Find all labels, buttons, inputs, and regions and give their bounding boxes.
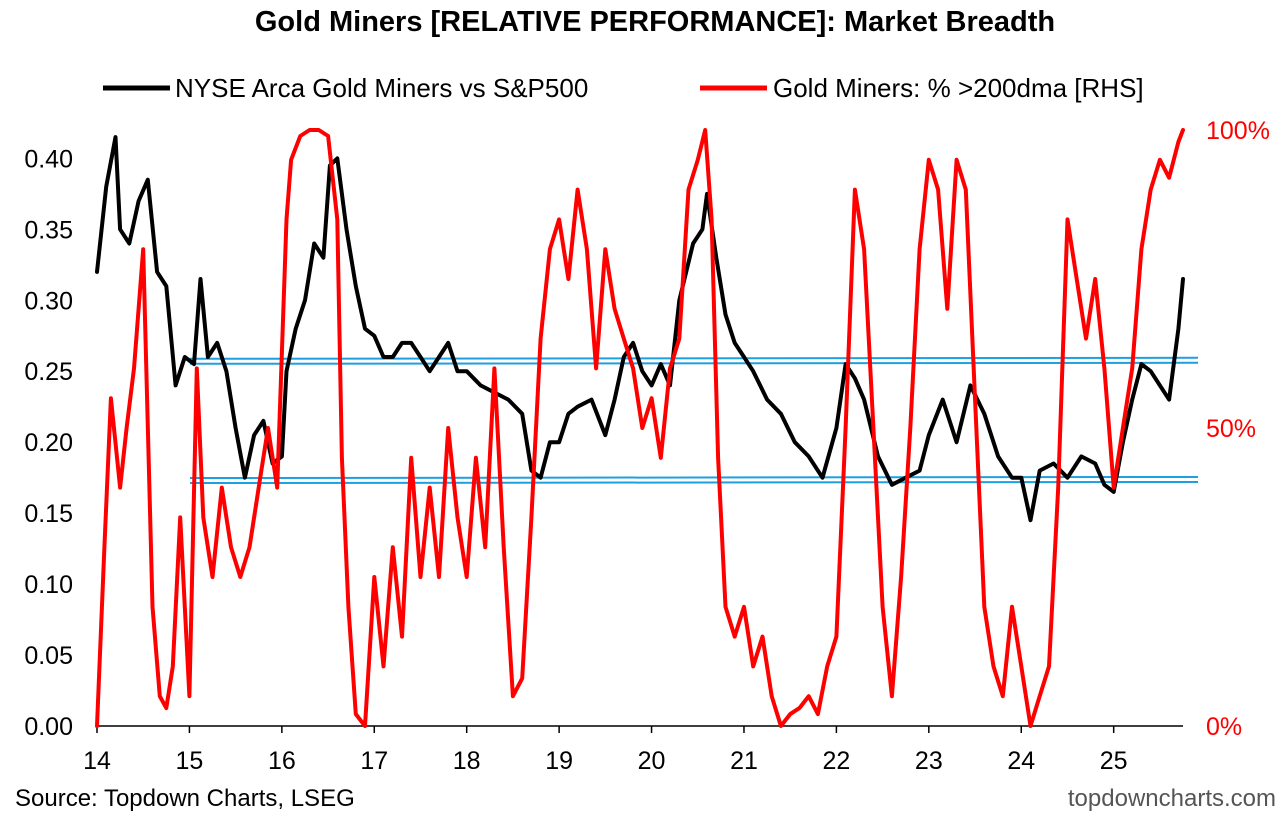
y-left-tick-label: 0.35: [24, 216, 73, 244]
x-tick-label: 15: [176, 747, 204, 775]
y-left-tick-label: 0.00: [24, 713, 73, 741]
channel-line: [189, 361, 1199, 365]
series-line-gold-miners-relative: [95, 135, 1185, 523]
x-tick-label: 18: [453, 747, 481, 775]
y-left-tick-label: 0.40: [24, 145, 73, 173]
x-tick-label: 23: [915, 747, 943, 775]
series-line-percent-above-200dma: [95, 128, 1185, 728]
brand-watermark: topdowncharts.com: [1068, 785, 1276, 812]
source-note: Source: Topdown Charts, LSEG: [15, 785, 355, 812]
y-left-tick-label: 0.30: [24, 287, 73, 315]
legend: NYSE Arca Gold Miners vs S&P500 Gold Min…: [103, 73, 1144, 103]
x-tick-label: 24: [1007, 747, 1035, 775]
y-axis-left: 0.00 0.05 0.10 0.15 0.20 0.25 0.30 0.35 0.40: [24, 145, 73, 741]
x-tick-label: 14: [83, 747, 111, 775]
legend-label-percent-above-200dma: Gold Miners: % >200dma [RHS]: [773, 73, 1144, 103]
support-resistance-lines: [189, 356, 1199, 485]
x-tick-label: 17: [360, 747, 388, 775]
channel-line: [189, 476, 1199, 480]
y-axis-right: 0% 50% 100%: [1206, 117, 1270, 741]
legend-label-gold-miners-relative: NYSE Arca Gold Miners vs S&P500: [175, 73, 588, 103]
x-axis: 14 15 16 17 18 19 20 21 22 23 24 25: [83, 725, 1183, 775]
y-right-tick-label: 100%: [1206, 117, 1270, 145]
x-tick-label: 22: [822, 747, 850, 775]
y-left-tick-label: 0.25: [24, 358, 73, 386]
x-tick-label: 16: [268, 747, 296, 775]
channel-line: [189, 356, 1199, 360]
x-tick-label: 21: [730, 747, 758, 775]
channel-line: [189, 481, 1199, 485]
y-left-tick-label: 0.05: [24, 642, 73, 670]
x-tick-label: 20: [638, 747, 666, 775]
y-right-tick-label: 0%: [1206, 713, 1242, 741]
series-group: [95, 128, 1185, 728]
y-left-tick-label: 0.20: [24, 429, 73, 457]
y-left-tick-label: 0.10: [24, 571, 73, 599]
chart-title: Gold Miners [RELATIVE PERFORMANCE]: Mark…: [255, 6, 1055, 38]
y-right-tick-label: 50%: [1206, 415, 1256, 443]
y-left-tick-label: 0.15: [24, 500, 73, 528]
x-tick-label: 25: [1100, 747, 1128, 775]
x-tick-label: 19: [545, 747, 573, 775]
